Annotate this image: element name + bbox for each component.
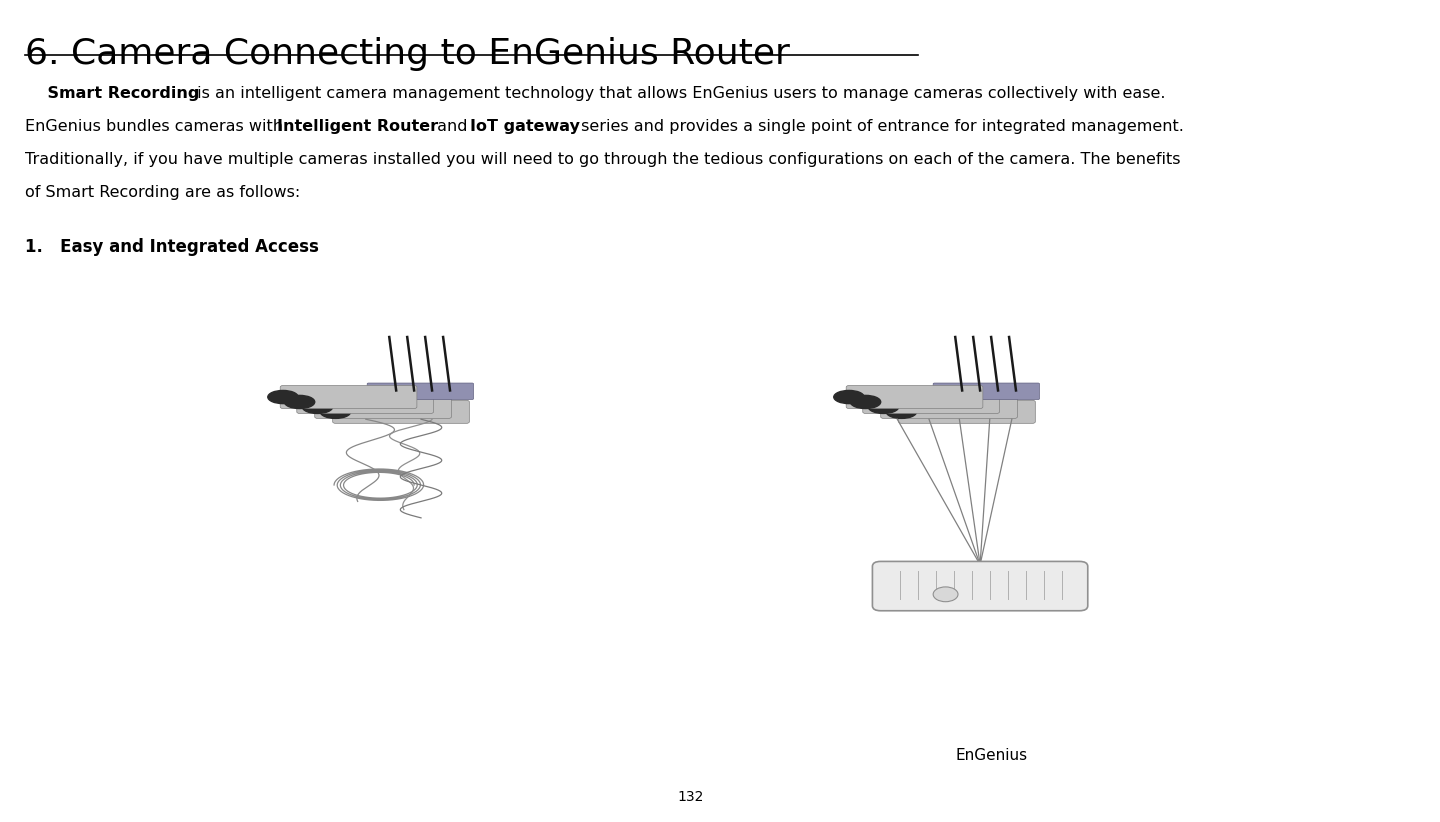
Text: Traditionally, if you have multiple cameras installed you will need to go throug: Traditionally, if you have multiple came… <box>24 152 1181 167</box>
FancyBboxPatch shape <box>367 383 474 399</box>
Ellipse shape <box>284 395 315 409</box>
Ellipse shape <box>851 395 881 409</box>
Ellipse shape <box>320 405 350 418</box>
FancyBboxPatch shape <box>899 400 1035 423</box>
Ellipse shape <box>834 390 864 404</box>
FancyBboxPatch shape <box>881 395 1018 418</box>
Ellipse shape <box>886 405 917 418</box>
FancyBboxPatch shape <box>315 395 451 418</box>
Text: Smart Recording: Smart Recording <box>24 86 199 101</box>
Ellipse shape <box>268 390 298 404</box>
FancyBboxPatch shape <box>333 400 469 423</box>
Text: 132: 132 <box>677 790 703 804</box>
Text: is an intelligent camera management technology that allows EnGenius users to man: is an intelligent camera management tech… <box>192 86 1165 101</box>
FancyBboxPatch shape <box>863 390 999 413</box>
FancyBboxPatch shape <box>281 386 418 409</box>
Text: EnGenius: EnGenius <box>955 748 1027 763</box>
Text: 1.   Easy and Integrated Access: 1. Easy and Integrated Access <box>24 238 318 256</box>
Ellipse shape <box>868 400 899 413</box>
Text: Intelligent Router: Intelligent Router <box>276 119 438 134</box>
Text: of Smart Recording are as follows:: of Smart Recording are as follows: <box>24 185 300 200</box>
Circle shape <box>933 587 958 602</box>
FancyBboxPatch shape <box>933 383 1040 399</box>
Text: IoT gateway: IoT gateway <box>471 119 580 134</box>
Text: series and provides a single point of entrance for integrated management.: series and provides a single point of en… <box>576 119 1184 134</box>
Ellipse shape <box>302 400 333 413</box>
Text: and: and <box>432 119 472 134</box>
FancyBboxPatch shape <box>847 386 984 409</box>
FancyBboxPatch shape <box>297 390 433 413</box>
FancyBboxPatch shape <box>873 561 1087 611</box>
Text: EnGenius bundles cameras with: EnGenius bundles cameras with <box>24 119 288 134</box>
Text: 6. Camera Connecting to EnGenius Router: 6. Camera Connecting to EnGenius Router <box>24 37 789 71</box>
